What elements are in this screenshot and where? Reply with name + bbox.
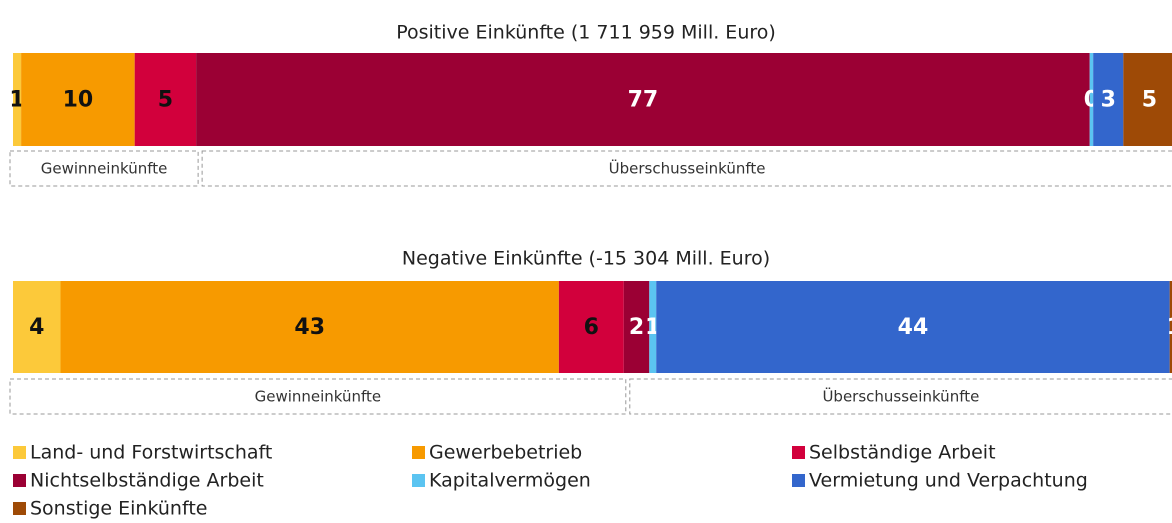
legend-label: Nichtselbständige Arbeit <box>30 470 264 492</box>
bar-segment <box>196 53 1090 146</box>
bar-segment <box>13 53 22 146</box>
value-label: 44 <box>898 315 929 340</box>
legend-label: Selbständige Arbeit <box>809 442 996 464</box>
bar-segment <box>134 53 197 146</box>
bar-segment <box>1123 53 1172 146</box>
legend-label: Sonstige Einkünfte <box>30 498 207 520</box>
value-label: 2 <box>629 315 644 340</box>
group-label: Gewinneinkünfte <box>41 160 168 178</box>
group-label: Überschusseinkünfte <box>609 159 766 178</box>
value-label: 10 <box>63 88 94 113</box>
bar-segment <box>1093 53 1124 146</box>
value-label: 6 <box>584 315 599 340</box>
group-label: Überschusseinkünfte <box>822 387 979 406</box>
legend-swatch <box>412 446 425 459</box>
value-label: 43 <box>294 315 325 340</box>
legend-label: Gewerbebetrieb <box>429 442 582 464</box>
legend-swatch <box>792 446 805 459</box>
value-label: 4 <box>29 315 44 340</box>
bar-segment <box>60 281 559 373</box>
value-label: 3 <box>1101 88 1116 113</box>
group-box <box>629 378 1172 415</box>
value-label: 5 <box>1142 88 1157 113</box>
value-label: 77 <box>628 88 659 113</box>
legend-swatch <box>792 474 805 487</box>
bar-segment <box>656 281 1170 373</box>
bar-segment <box>13 281 61 373</box>
legend-label: Vermietung und Verpachtung <box>809 470 1088 492</box>
bar-segment <box>21 53 135 146</box>
bar-title: Positive Einkünfte (1 711 959 Mill. Euro… <box>396 22 776 44</box>
value-label: 1 <box>1167 315 1172 340</box>
bar-segment <box>623 281 650 373</box>
group-box <box>201 150 1172 187</box>
value-label: 1 <box>9 88 24 113</box>
legend-label: Kapitalvermögen <box>429 470 591 492</box>
bar-segment <box>558 281 624 373</box>
legend-swatch <box>13 446 26 459</box>
group-box <box>9 150 199 187</box>
bar-segment <box>1089 53 1094 146</box>
group-label: Gewinneinkünfte <box>255 388 382 406</box>
legend-label: Land- und Forstwirtschaft <box>30 442 272 464</box>
bar-segment <box>1169 281 1172 373</box>
bar-segment <box>649 281 657 373</box>
bar-title: Negative Einkünfte (-15 304 Mill. Euro) <box>402 248 770 270</box>
legend-swatch <box>13 502 26 515</box>
legend-swatch <box>412 474 425 487</box>
group-box <box>9 378 627 415</box>
value-label: 5 <box>158 88 173 113</box>
legend-swatch <box>13 474 26 487</box>
